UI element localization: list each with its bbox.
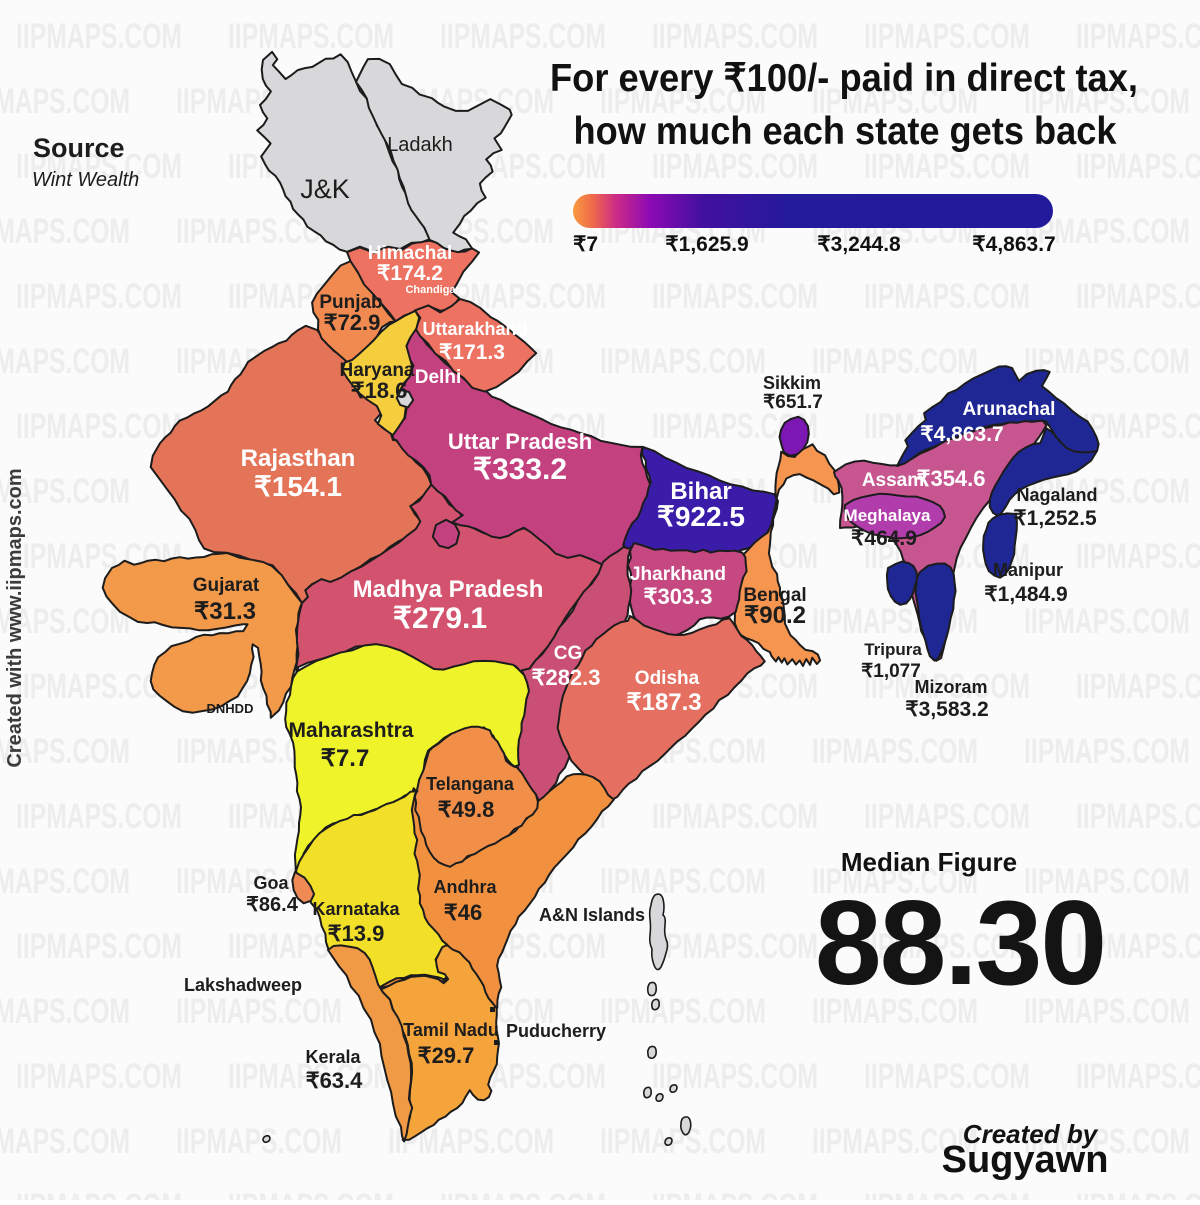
svg-text:Uttar Pradesh: Uttar Pradesh bbox=[448, 429, 592, 454]
svg-text:₹303.3: ₹303.3 bbox=[643, 584, 712, 609]
svg-text:For every ₹100/- paid in direc: For every ₹100/- paid in direct tax, bbox=[550, 57, 1138, 100]
svg-text:Haryana: Haryana bbox=[340, 360, 415, 381]
svg-text:Kerala: Kerala bbox=[305, 1047, 361, 1067]
svg-text:Bihar: Bihar bbox=[670, 478, 731, 505]
svg-text:Chandigarh: Chandigarh bbox=[405, 284, 466, 296]
svg-text:Telangana: Telangana bbox=[426, 774, 515, 794]
svg-text:Mizoram: Mizoram bbox=[914, 677, 987, 697]
svg-text:Ladakh: Ladakh bbox=[387, 134, 453, 156]
svg-text:Himachal: Himachal bbox=[368, 243, 452, 264]
svg-text:J&K: J&K bbox=[300, 174, 350, 204]
svg-text:₹3,583.2: ₹3,583.2 bbox=[905, 698, 988, 721]
svg-text:Median Figure: Median Figure bbox=[841, 847, 1017, 877]
svg-text:₹1,625.9: ₹1,625.9 bbox=[665, 233, 748, 256]
svg-text:CG: CG bbox=[554, 643, 583, 664]
svg-text:₹279.1: ₹279.1 bbox=[393, 602, 487, 635]
svg-text:₹651.7: ₹651.7 bbox=[763, 392, 823, 413]
svg-text:₹333.2: ₹333.2 bbox=[473, 453, 567, 486]
svg-text:Created by: Created by bbox=[963, 1119, 1099, 1149]
svg-text:Karnataka: Karnataka bbox=[312, 899, 400, 919]
svg-text:A&N Islands: A&N Islands bbox=[539, 905, 645, 925]
svg-text:₹282.3: ₹282.3 bbox=[531, 665, 600, 690]
svg-text:Gujarat: Gujarat bbox=[193, 575, 260, 596]
svg-text:₹174.2: ₹174.2 bbox=[377, 262, 443, 285]
svg-text:Sugyawn: Sugyawn bbox=[942, 1139, 1109, 1181]
svg-text:₹7.7: ₹7.7 bbox=[321, 745, 370, 772]
svg-text:₹86.4: ₹86.4 bbox=[246, 894, 299, 916]
svg-text:Madhya Pradesh: Madhya Pradesh bbox=[353, 576, 544, 603]
svg-text:Nagaland: Nagaland bbox=[1016, 485, 1097, 505]
svg-text:₹13.9: ₹13.9 bbox=[328, 921, 385, 946]
svg-text:₹46: ₹46 bbox=[444, 900, 482, 925]
svg-text:Manipur: Manipur bbox=[993, 560, 1063, 580]
svg-text:₹187.3: ₹187.3 bbox=[626, 689, 701, 716]
svg-text:88.30: 88.30 bbox=[815, 876, 1105, 1010]
svg-text:₹29.7: ₹29.7 bbox=[418, 1043, 475, 1068]
svg-text:₹4,863.7: ₹4,863.7 bbox=[972, 233, 1055, 256]
svg-text:Andhra: Andhra bbox=[434, 877, 498, 897]
svg-text:Rajasthan: Rajasthan bbox=[241, 445, 356, 472]
svg-text:Bengal: Bengal bbox=[743, 585, 806, 606]
svg-text:₹7: ₹7 bbox=[573, 233, 598, 256]
svg-text:Puducherry: Puducherry bbox=[506, 1021, 606, 1041]
svg-text:Delhi: Delhi bbox=[415, 367, 461, 388]
svg-text:Uttarakhand: Uttarakhand bbox=[422, 319, 527, 339]
svg-text:Arunachal: Arunachal bbox=[963, 399, 1056, 420]
svg-text:₹49.8: ₹49.8 bbox=[438, 797, 495, 822]
svg-text:Punjab: Punjab bbox=[319, 292, 382, 313]
svg-text:Tamil Nadu: Tamil Nadu bbox=[403, 1020, 499, 1040]
svg-text:₹154.1: ₹154.1 bbox=[254, 471, 342, 502]
svg-text:Odisha: Odisha bbox=[635, 668, 700, 689]
svg-text:Lakshadweep: Lakshadweep bbox=[184, 975, 302, 995]
svg-text:Wint Wealth: Wint Wealth bbox=[32, 169, 139, 191]
svg-text:Tripura: Tripura bbox=[864, 640, 922, 659]
svg-text:₹63.4: ₹63.4 bbox=[306, 1068, 364, 1093]
svg-text:₹3,244.8: ₹3,244.8 bbox=[817, 233, 901, 256]
svg-text:Sikkim: Sikkim bbox=[763, 373, 821, 393]
svg-text:₹922.5: ₹922.5 bbox=[657, 501, 745, 532]
svg-text:₹31.3: ₹31.3 bbox=[194, 598, 256, 625]
svg-text:Goa: Goa bbox=[253, 873, 289, 893]
svg-text:Source: Source bbox=[33, 133, 125, 163]
svg-text:₹354.6: ₹354.6 bbox=[916, 466, 985, 491]
svg-text:Jharkhand: Jharkhand bbox=[630, 564, 726, 585]
svg-text:₹464.9: ₹464.9 bbox=[851, 527, 917, 550]
svg-text:₹90.2: ₹90.2 bbox=[744, 602, 806, 629]
svg-text:Meghalaya: Meghalaya bbox=[844, 506, 931, 525]
svg-text:Assam: Assam bbox=[862, 470, 924, 491]
svg-text:Maharashtra: Maharashtra bbox=[289, 719, 414, 742]
svg-text:₹171.3: ₹171.3 bbox=[439, 341, 505, 364]
svg-text:₹72.9: ₹72.9 bbox=[324, 310, 381, 335]
svg-text:₹18.6: ₹18.6 bbox=[351, 378, 408, 403]
svg-text:how much each state gets back: how much each state gets back bbox=[574, 110, 1117, 153]
svg-text:DNHDD: DNHDD bbox=[207, 701, 254, 716]
svg-text:₹1,077: ₹1,077 bbox=[861, 661, 921, 682]
svg-text:Created with www.iipmaps.com: Created with www.iipmaps.com bbox=[4, 468, 26, 767]
svg-text:₹4,863.7: ₹4,863.7 bbox=[920, 423, 1003, 446]
svg-text:₹1,484.9: ₹1,484.9 bbox=[984, 583, 1067, 606]
svg-text:₹1,252.5: ₹1,252.5 bbox=[1013, 507, 1097, 530]
